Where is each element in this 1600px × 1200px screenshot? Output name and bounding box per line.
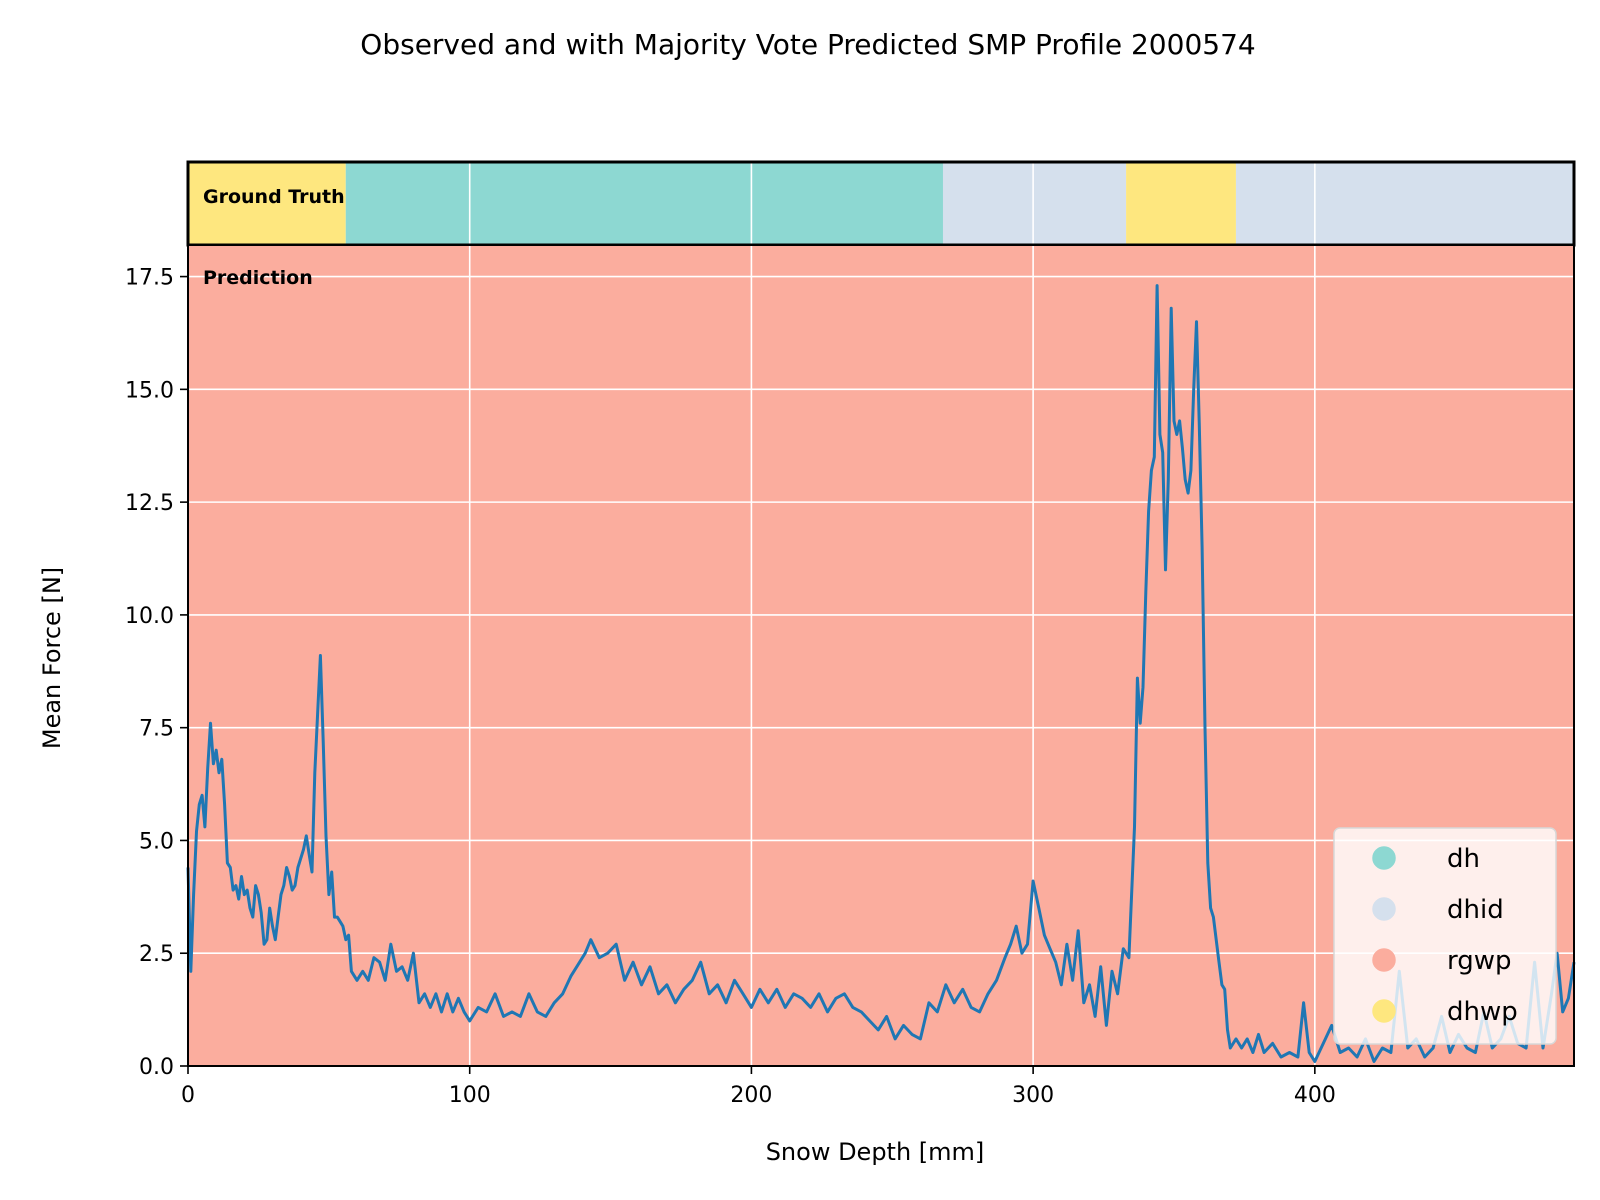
prediction-label: Prediction (203, 267, 313, 289)
ground-truth-segment-dhid (942, 162, 1127, 245)
y-tick-label: 10.0 (125, 604, 174, 629)
ground-truth-segment-dhid (1235, 162, 1574, 245)
legend-marker-dh (1372, 846, 1396, 870)
legend-marker-rgwp (1372, 948, 1396, 972)
legend-label-dh: dh (1447, 844, 1480, 874)
x-tick-label: 400 (1294, 1083, 1336, 1108)
ground-truth-grid (468, 162, 1316, 245)
y-tick-label: 15.0 (125, 378, 174, 403)
legend-box (1333, 827, 1557, 1045)
x-tick-label: 100 (449, 1083, 491, 1108)
ground-truth-segment-dhwp (188, 162, 346, 245)
legend-label-rgwp: rgwp (1447, 946, 1512, 976)
legend: dh dhid rgwp dhwp (1333, 827, 1557, 1045)
force-line (186, 284, 1576, 1063)
legend-label-dhwp: dhwp (1447, 997, 1518, 1027)
y-tick-label: 17.5 (125, 266, 174, 291)
x-axis-ticks: 0 100 200 300 400 (181, 1066, 1336, 1108)
y-tick-label: 2.5 (139, 942, 174, 967)
y-axis-ticks: 0.0 2.5 5.0 7.5 10.0 12.5 15.0 17.5 (125, 266, 188, 1080)
y-tick-label: 0.0 (139, 1055, 174, 1080)
x-tick-label: 300 (1012, 1083, 1054, 1108)
y-tick-label: 5.0 (139, 829, 174, 854)
y-tick-label: 7.5 (139, 717, 174, 742)
x-tick-label: 200 (730, 1083, 772, 1108)
ground-truth-label: Ground Truth (203, 186, 345, 208)
legend-marker-dhwp (1372, 999, 1396, 1023)
y-axis-label: Mean Force [N] (38, 567, 66, 749)
legend-items: dh dhid rgwp dhwp (1372, 844, 1518, 1027)
x-axis-label: Snow Depth [mm] (766, 1138, 985, 1166)
plot-frame (187, 244, 1575, 1067)
x-tick-label: 0 (181, 1083, 195, 1108)
legend-marker-dhid (1372, 897, 1396, 921)
ground-truth-segments (188, 162, 1574, 245)
ground-truth-segment-dh (345, 162, 943, 245)
ground-truth-segment-dhwp (1126, 162, 1236, 245)
legend-label-dhid: dhid (1447, 895, 1504, 925)
chart-title: Observed and with Majority Vote Predicte… (360, 28, 1255, 61)
y-tick-label: 12.5 (125, 491, 174, 516)
